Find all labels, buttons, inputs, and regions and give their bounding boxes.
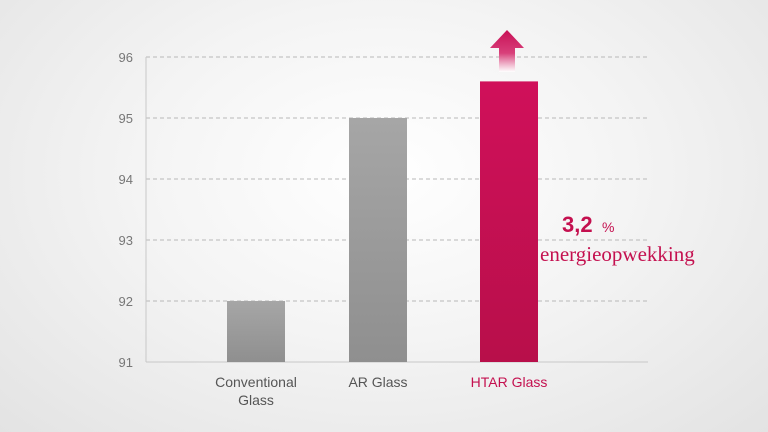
bar-highlight xyxy=(480,81,538,363)
x-category-label: Conventional Glass xyxy=(215,374,297,408)
y-tick-label: 94 xyxy=(119,172,133,187)
y-tick-label: 91 xyxy=(119,355,133,370)
y-tick-label: 93 xyxy=(119,233,133,248)
bar xyxy=(349,118,407,362)
bar xyxy=(227,301,285,362)
y-tick-label: 92 xyxy=(119,294,133,309)
x-category-label: AR Glass xyxy=(348,374,407,390)
annotation-unit: % xyxy=(602,219,614,235)
up-arrow-icon xyxy=(490,30,524,72)
x-category-label: HTAR Glass xyxy=(471,374,548,390)
svg-text:3,2 %: 3,2 % xyxy=(562,212,615,237)
annotation-value: 3,2 xyxy=(562,212,593,237)
y-tick-label: 95 xyxy=(119,111,133,126)
annotation-text: energieopwekking xyxy=(540,242,695,266)
y-tick-label: 96 xyxy=(119,50,133,65)
